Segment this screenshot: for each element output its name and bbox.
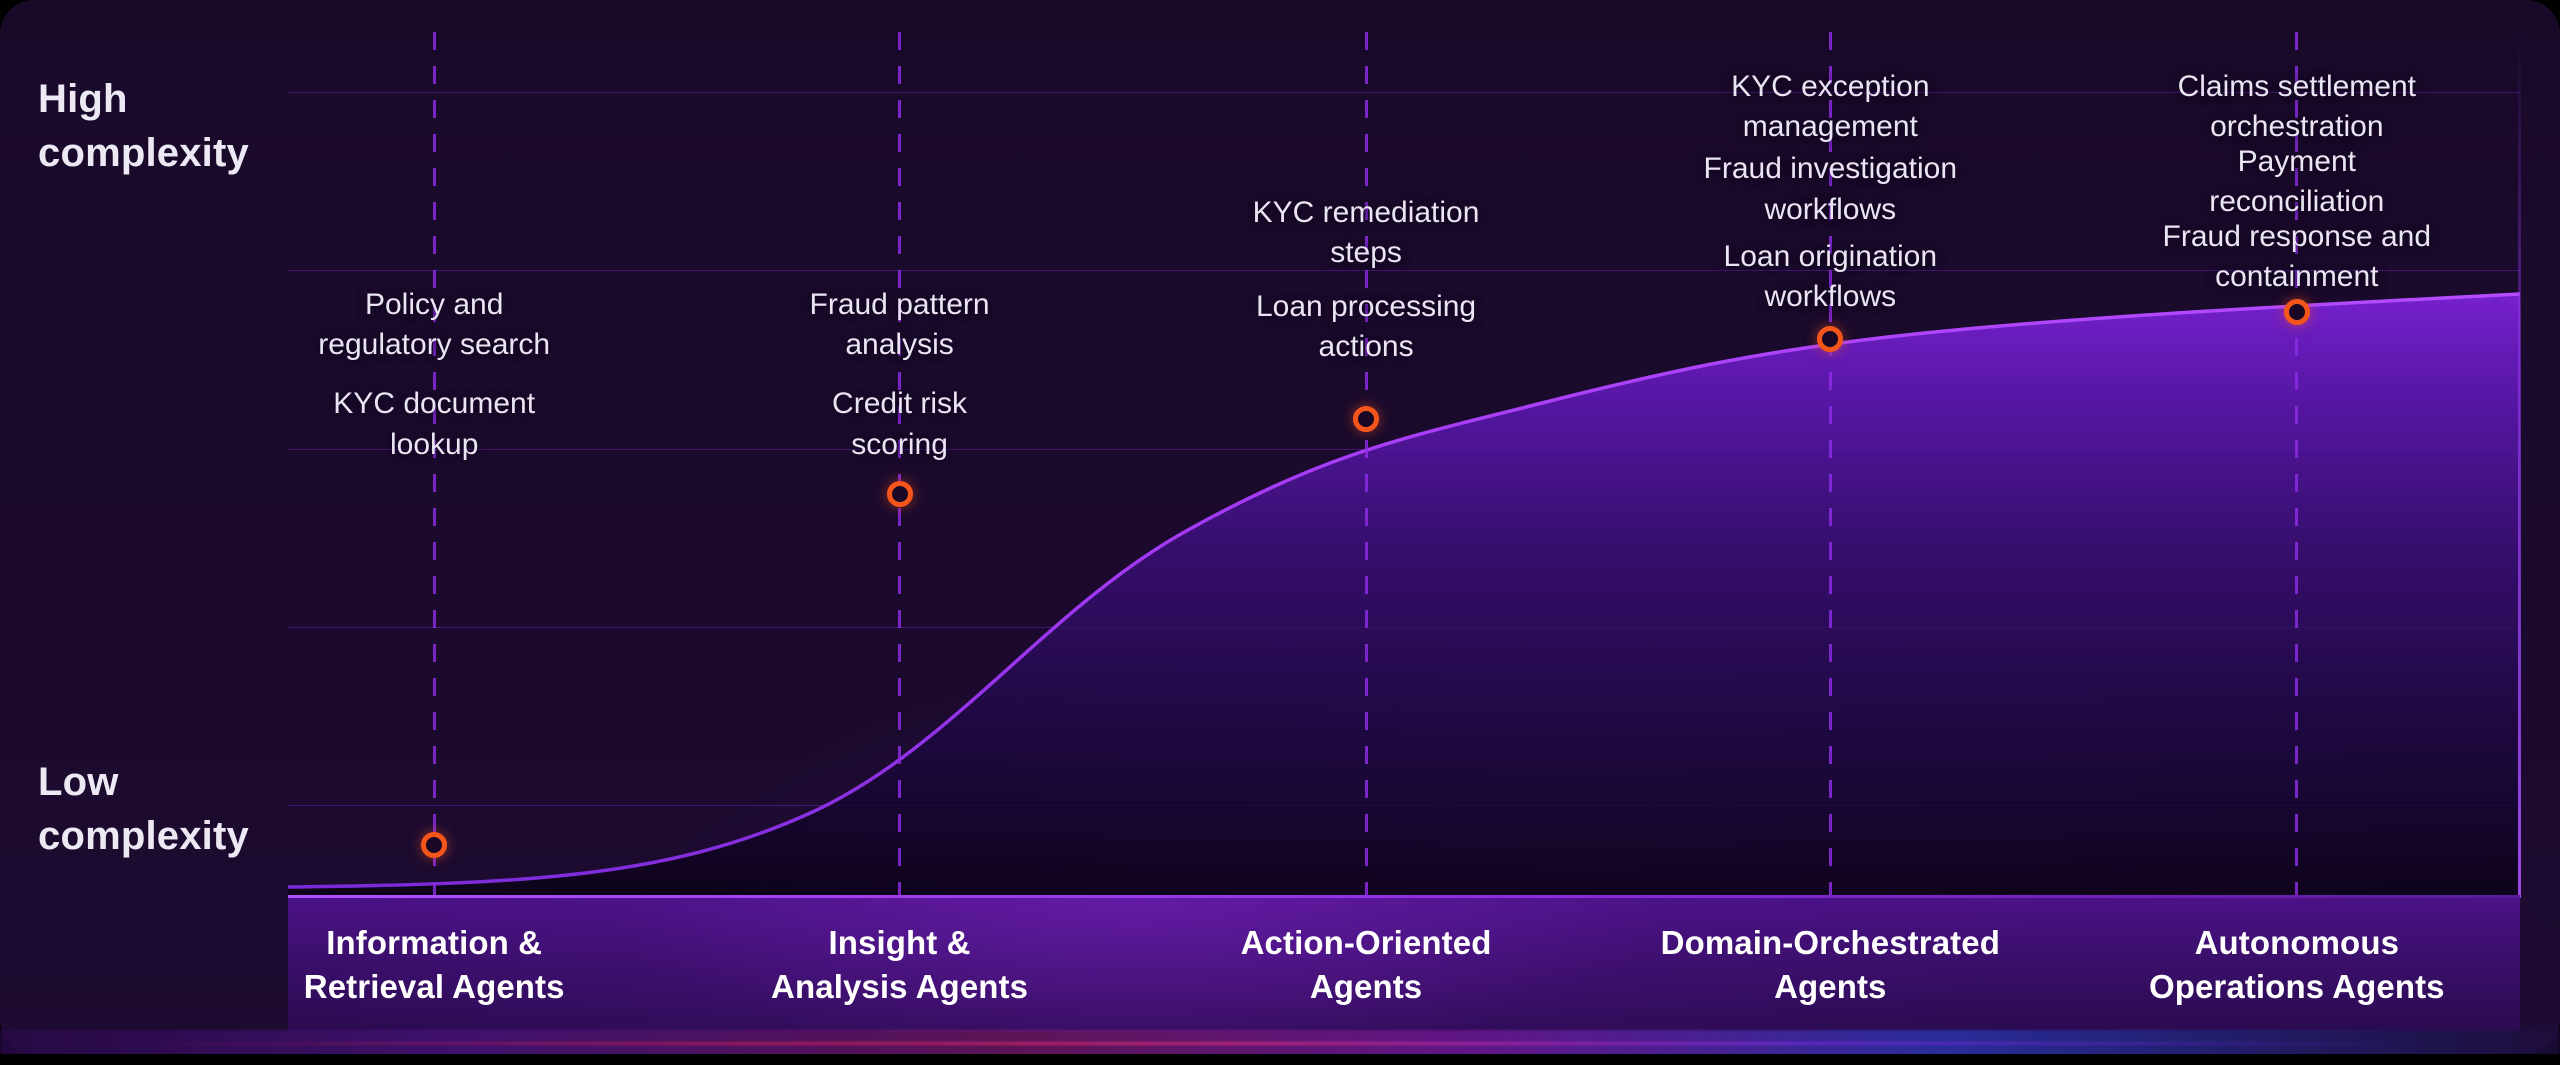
- bottom-glow-line: [0, 1042, 2560, 1045]
- curve-area-fill: [288, 294, 2520, 895]
- axis-label-low-complexity: Low complexity: [38, 760, 249, 859]
- complexity-curve: [288, 32, 2520, 895]
- category-dashed-line-4: [2295, 32, 2299, 895]
- item-label-0-0: Policy and regulatory search: [318, 287, 551, 362]
- item-label-3-0: KYC exception management: [1731, 69, 1930, 144]
- item-label-4-1: Payment reconciliation: [2209, 144, 2385, 219]
- curve-marker-2[interactable]: [1353, 406, 1380, 433]
- curve-marker-3[interactable]: [1817, 326, 1844, 353]
- plot-area: Policy and regulatory search KYC document…: [288, 32, 2520, 895]
- item-label-4-0: Claims settlement orchestration: [2177, 69, 2416, 144]
- plot-right-edge: [2518, 32, 2521, 898]
- curve-marker-0[interactable]: [421, 831, 448, 858]
- category-label-2: Action-Oriented Agents: [1240, 924, 1492, 1005]
- item-label-0-1: KYC document lookup: [333, 387, 536, 461]
- category-dashed-line-3: [1828, 32, 1832, 895]
- curve-line: [288, 294, 2520, 887]
- item-label-1-1: Credit risk scoring: [832, 387, 968, 461]
- category-dashed-line-0: [432, 32, 436, 895]
- curve-marker-4[interactable]: [2283, 298, 2310, 325]
- item-label-4-2: Fraud response and containment: [2162, 219, 2432, 294]
- category-label-0: Information & Retrieval Agents: [303, 924, 565, 1005]
- item-label-3-2: Loan origination workflows: [1723, 239, 1938, 314]
- category-axis-bar: Information & Retrieval Agents Insight & …: [288, 895, 2520, 1032]
- bottom-letterbox: [0, 1054, 2560, 1065]
- category-label-1: Insight & Analysis Agents: [771, 924, 1029, 1005]
- item-label-3-1: Fraud investigation workflows: [1703, 152, 1958, 226]
- item-label-2-0: KYC remediation steps: [1252, 195, 1480, 270]
- category-dashed-line-2: [1364, 32, 1368, 895]
- item-label-1-0: Fraud pattern analysis: [809, 287, 990, 362]
- category-dashed-line-1: [898, 32, 902, 895]
- curve-marker-1[interactable]: [886, 480, 913, 507]
- axis-label-high-complexity: High complexity: [38, 77, 249, 176]
- category-label-4: Autonomous Operations Agents: [2148, 924, 2445, 1005]
- item-label-2-1: Loan processing actions: [1255, 289, 1477, 364]
- category-label-3: Domain-Orchestrated Agents: [1660, 924, 2000, 1005]
